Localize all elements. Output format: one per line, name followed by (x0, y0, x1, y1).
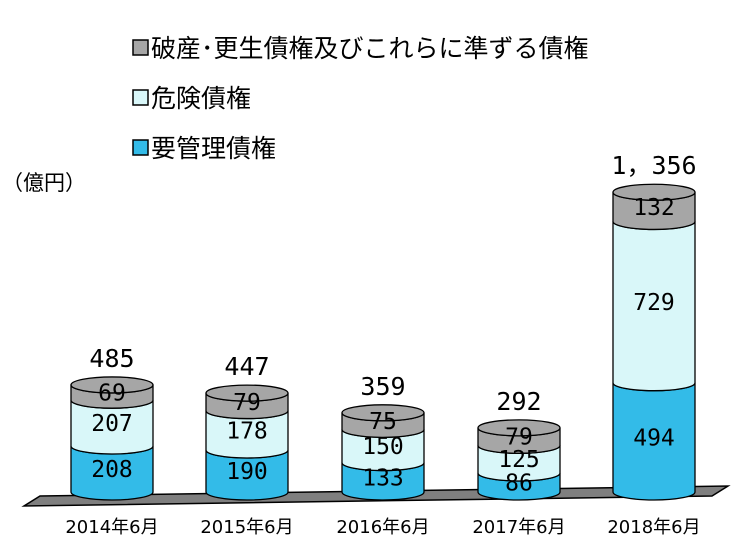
bar-cap (70, 376, 154, 394)
total-label: 1，356 (611, 151, 696, 180)
bar-cap (341, 404, 425, 422)
category-label: 2017年6月 (472, 517, 565, 538)
value-label-bankrupt: 75 (369, 409, 397, 435)
total-label: 359 (360, 372, 405, 401)
value-label-substandard: 208 (91, 457, 133, 483)
value-label-bankrupt: 132 (633, 195, 675, 221)
legend-label-bankrupt: 破産･更生債権及びこれらに準ずる債権 (151, 34, 589, 63)
legend-item-doubtful: 危険債権 (132, 84, 251, 113)
bar-cap (612, 183, 696, 201)
category-label: 2016年6月 (336, 517, 429, 538)
value-label-substandard: 133 (362, 465, 404, 491)
legend-label-doubtful: 危険債権 (151, 84, 251, 113)
bar-5: 494 729 132 1，356 2018年6月 (607, 151, 700, 538)
value-label-bankrupt: 79 (505, 425, 533, 451)
total-label: 292 (496, 387, 541, 416)
value-label-substandard: 190 (226, 459, 268, 485)
value-label-doubtful: 125 (498, 447, 540, 473)
bar-cap (205, 384, 289, 402)
value-label-bankrupt: 69 (98, 381, 126, 407)
category-label: 2018年6月 (607, 517, 700, 538)
total-label: 447 (224, 352, 269, 381)
y-unit-label: （億円） (2, 171, 86, 195)
value-label-doubtful: 207 (91, 411, 133, 437)
category-label: 2014年6月 (65, 517, 158, 538)
bar-1: 208 207 69 485 2014年6月 (65, 344, 158, 538)
value-label-doubtful: 150 (362, 434, 404, 460)
legend-swatch-bankrupt (132, 39, 149, 56)
bar-cap (477, 419, 561, 437)
legend: 破産･更生債権及びこれらに準ずる債権 危険債権 要管理債権 (132, 34, 589, 163)
legend-item-substandard: 要管理債権 (132, 134, 276, 163)
legend-label-substandard: 要管理債権 (151, 134, 276, 163)
value-label-bankrupt: 79 (233, 390, 261, 416)
value-label-substandard: 494 (633, 425, 675, 451)
bars: 208207694852014年6月190178794472015年6月1331… (65, 151, 700, 538)
category-label: 2015年6月 (200, 517, 293, 538)
total-label: 485 (89, 344, 134, 373)
legend-swatch-doubtful (132, 89, 149, 106)
legend-item-bankrupt: 破産･更生債権及びこれらに準ずる債権 (132, 34, 589, 63)
value-label-substandard: 86 (505, 470, 533, 496)
value-label-doubtful: 729 (633, 290, 675, 316)
value-label-doubtful: 178 (226, 418, 268, 444)
legend-swatch-substandard (132, 139, 149, 156)
